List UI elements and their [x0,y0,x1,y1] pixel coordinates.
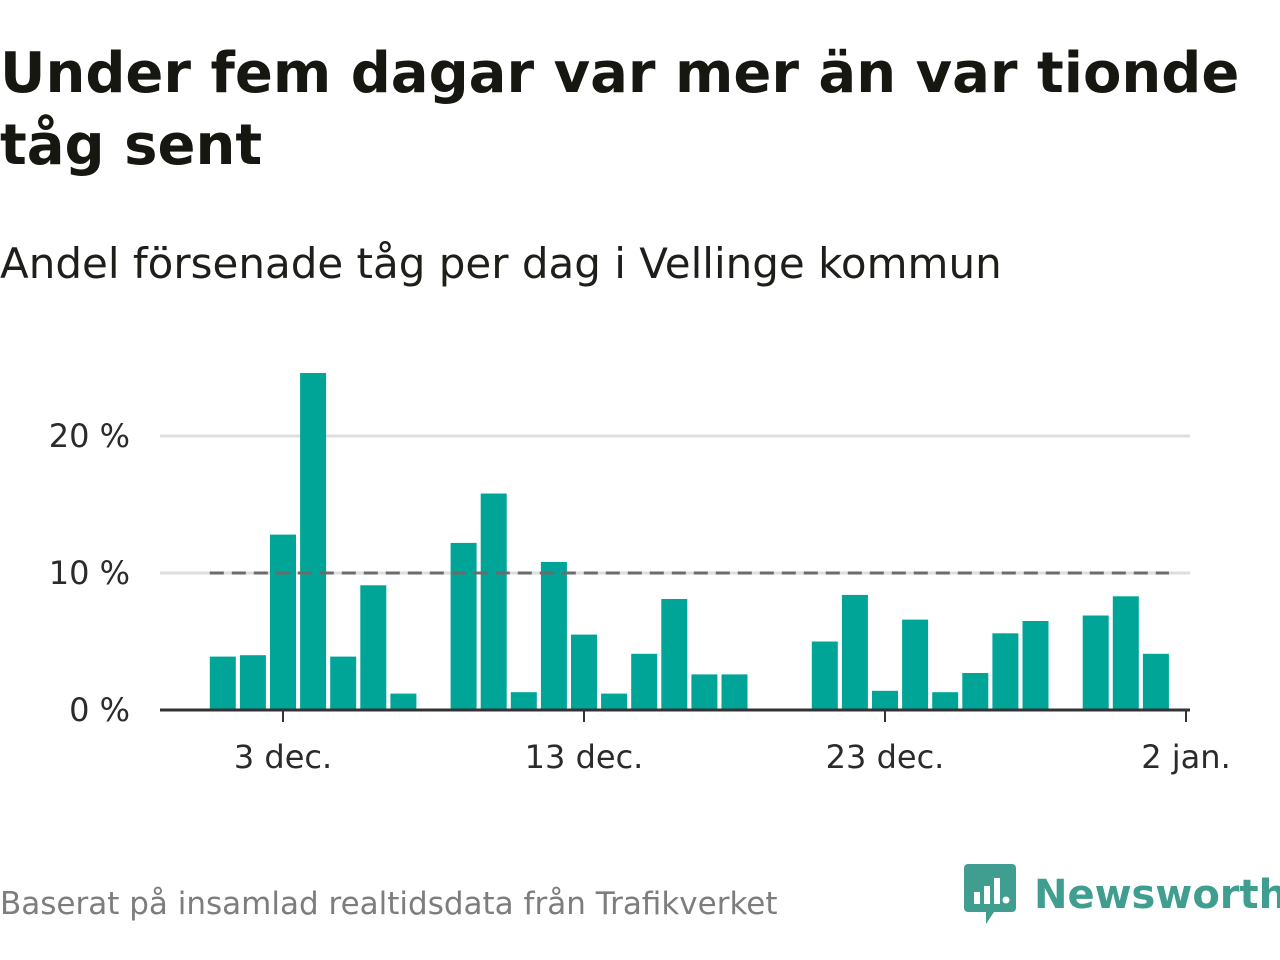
x-tick-label: 13 dec. [525,738,644,776]
x-axis-ticks: 3 dec. 13 dec. 23 dec. 2 jan. [234,710,1231,776]
bar [480,493,507,710]
bar [540,562,567,710]
bar [721,674,748,710]
y-tick-label: 20 % [49,417,130,455]
bar [1022,621,1049,710]
bar [902,619,929,710]
y-tick-label: 10 % [49,554,130,592]
chart-subtitle: Andel försenade tåg per dag i Vellinge k… [0,239,1002,288]
x-tick-label: 23 dec. [826,738,945,776]
source-note: Baserat på insamlad realtidsdata från Tr… [0,886,778,922]
brand-logo: Newsworthy [964,864,1280,926]
bar [1082,615,1109,710]
bar [300,373,327,710]
bar-chart: 0 % 10 % 20 % 3 dec. 13 dec. 23 dec. 2 jan. [49,373,1231,776]
bar [360,585,387,710]
bar [841,594,868,710]
bar [601,693,628,710]
brand-name: Newsworthy [1034,872,1280,918]
bar [239,655,266,710]
bar [1112,596,1139,710]
bar [510,692,537,710]
bar [661,599,688,710]
x-tick-label: 3 dec. [234,738,332,776]
bar [872,690,898,710]
bar [631,653,658,710]
bar [992,633,1019,710]
bar [390,693,417,710]
bar [932,692,959,710]
bars [209,373,1169,710]
bar [1142,653,1169,710]
y-tick-label: 0 % [69,691,130,729]
bar [450,542,477,710]
bar [330,656,357,710]
newsworthy-logo-icon [964,864,1016,924]
bar [270,534,296,710]
chart-title: Under fem dagar var mer än var tionde tå… [0,41,1240,178]
bar [571,634,597,710]
bar [691,674,718,710]
bar [209,656,236,710]
bar [811,641,838,710]
bar [962,673,989,710]
x-tick-label: 2 jan. [1141,738,1230,776]
y-axis-ticks: 0 % 10 % 20 % [49,417,130,729]
